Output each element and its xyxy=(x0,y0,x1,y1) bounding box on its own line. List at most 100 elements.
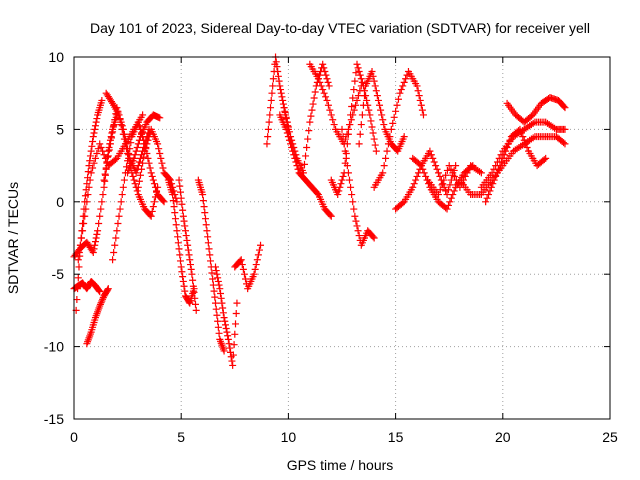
series-pass-21 xyxy=(338,125,378,249)
series-pass-23 xyxy=(370,67,427,191)
data-point xyxy=(420,169,428,177)
data-point xyxy=(434,169,442,177)
data-point xyxy=(217,290,225,298)
data-point xyxy=(199,191,207,199)
data-point xyxy=(84,191,92,199)
data-point xyxy=(214,317,222,325)
data-point xyxy=(116,115,124,123)
data-point xyxy=(119,183,127,191)
data-point xyxy=(140,153,148,161)
data-point xyxy=(300,160,308,168)
data-point xyxy=(434,191,442,199)
data-point xyxy=(179,212,187,220)
data-point xyxy=(449,169,457,177)
data-point xyxy=(358,78,366,86)
data-point xyxy=(356,71,364,79)
data-point xyxy=(444,201,452,209)
data-point xyxy=(189,276,197,284)
data-point xyxy=(276,82,284,90)
data-point xyxy=(181,227,189,235)
data-point xyxy=(257,241,265,249)
x-tick-label: 20 xyxy=(495,429,511,445)
data-point xyxy=(151,183,159,191)
data-point xyxy=(202,221,210,229)
data-point xyxy=(336,183,344,191)
data-point xyxy=(147,212,155,220)
data-point xyxy=(132,147,140,155)
series-pass-28 xyxy=(477,118,569,191)
data-point xyxy=(149,203,157,211)
data-point xyxy=(238,261,246,269)
data-point xyxy=(86,157,94,165)
data-point xyxy=(148,172,156,180)
data-point xyxy=(277,89,285,97)
data-point xyxy=(123,163,131,171)
data-point xyxy=(83,180,91,188)
data-point xyxy=(313,189,321,197)
data-point xyxy=(225,340,233,348)
data-point xyxy=(433,165,441,173)
data-point xyxy=(436,186,444,194)
data-point xyxy=(91,241,99,249)
data-point xyxy=(218,299,226,307)
data-point xyxy=(447,194,455,202)
data-point xyxy=(181,287,189,295)
y-axis-label: SDTVAR / TECUs xyxy=(5,182,21,294)
data-point xyxy=(96,300,104,308)
data-point xyxy=(231,330,239,338)
data-point xyxy=(179,277,187,285)
data-point xyxy=(132,169,140,177)
data-point xyxy=(81,212,89,220)
data-point xyxy=(444,186,452,194)
data-point xyxy=(97,299,105,307)
data-point xyxy=(222,325,230,332)
data-point xyxy=(125,151,133,159)
data-point xyxy=(285,128,293,136)
data-point xyxy=(341,147,349,155)
data-point xyxy=(184,241,192,249)
data-point xyxy=(389,119,397,127)
data-point xyxy=(365,106,373,114)
data-point xyxy=(495,165,503,173)
data-point xyxy=(353,222,361,230)
data-point xyxy=(116,205,124,213)
data-point xyxy=(190,288,198,296)
data-point xyxy=(269,75,277,83)
data-point xyxy=(251,265,259,273)
data-point xyxy=(98,297,106,305)
x-tick-label: 0 xyxy=(70,429,78,445)
series-pass-30 xyxy=(482,125,550,206)
data-point xyxy=(492,172,500,180)
data-point xyxy=(131,180,139,188)
data-point xyxy=(324,78,332,86)
data-point xyxy=(89,248,97,256)
data-point xyxy=(446,181,454,189)
x-tick-label: 10 xyxy=(281,429,297,445)
data-point xyxy=(101,177,109,185)
data-point xyxy=(268,89,276,97)
data-point xyxy=(150,198,158,206)
data-point xyxy=(74,285,82,293)
data-point xyxy=(85,162,93,170)
data-point xyxy=(443,166,451,174)
data-point xyxy=(335,187,343,195)
data-point xyxy=(417,101,425,109)
data-point xyxy=(255,246,263,254)
series-pass-20 xyxy=(327,60,380,199)
data-point xyxy=(353,60,361,68)
data-point xyxy=(368,67,376,75)
data-point xyxy=(134,140,142,148)
data-point xyxy=(175,245,183,253)
series-pass-12 xyxy=(175,176,200,314)
data-point xyxy=(343,162,351,170)
data-point xyxy=(319,60,327,68)
data-point xyxy=(212,263,220,271)
data-point xyxy=(303,144,311,151)
data-point xyxy=(223,328,231,336)
data-point xyxy=(489,180,497,188)
data-point xyxy=(87,147,95,155)
series-pass-13 xyxy=(194,176,228,355)
data-point xyxy=(400,133,408,141)
data-point xyxy=(561,140,569,148)
data-point xyxy=(516,125,524,133)
